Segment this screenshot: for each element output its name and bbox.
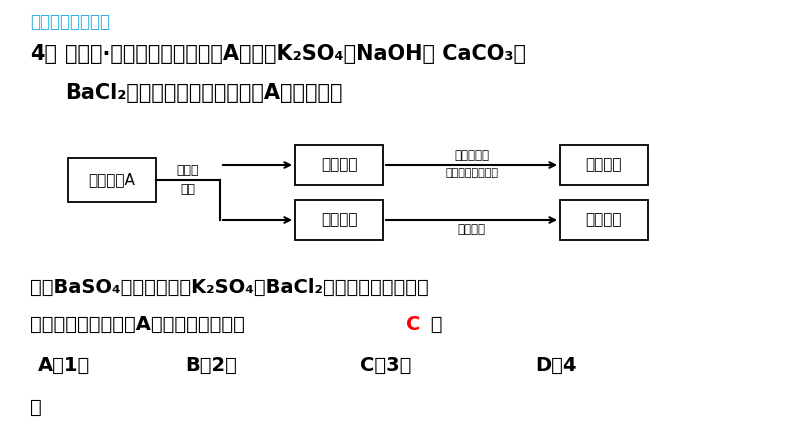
Text: D．4: D．4 (535, 356, 576, 375)
FancyBboxPatch shape (295, 200, 383, 240)
Text: C: C (406, 315, 420, 334)
Text: BaCl₂中的一种或几种，取少量A进行实验。: BaCl₂中的一种或几种，取少量A进行实验。 (65, 83, 342, 103)
Text: 期末高频考点专训: 期末高频考点专训 (30, 13, 110, 31)
Text: 白色沉淀: 白色沉淀 (321, 157, 357, 173)
Text: 红色溶液: 红色溶液 (586, 212, 622, 228)
Text: 4．: 4． (30, 44, 57, 64)
Text: 足量稀盐酸: 足量稀盐酸 (454, 149, 489, 162)
FancyBboxPatch shape (560, 145, 648, 185)
Text: 据此实验可知，固体A中的物质最多有（: 据此实验可知，固体A中的物质最多有（ (30, 315, 252, 334)
Text: 白色固体A: 白色固体A (89, 173, 136, 187)
Text: （沉淀完全溶解）: （沉淀完全溶解） (445, 168, 498, 178)
Text: 酚酞溶液: 酚酞溶液 (457, 223, 485, 236)
FancyBboxPatch shape (68, 158, 156, 202)
Text: 种: 种 (30, 398, 42, 417)
Text: C．3种: C．3种 (360, 356, 411, 375)
FancyBboxPatch shape (560, 200, 648, 240)
Text: 无色溶液: 无色溶液 (321, 212, 357, 228)
Text: 足量水: 足量水 (177, 164, 199, 177)
Text: 无色溶液: 无色溶液 (586, 157, 622, 173)
Text: ）: ） (424, 315, 442, 334)
Text: B．2种: B．2种 (185, 356, 237, 375)
Text: 注：BaSO₄难溶于盐酸；K₂SO₄、BaCl₂的水溶液均呈中性。: 注：BaSO₄难溶于盐酸；K₂SO₄、BaCl₂的水溶液均呈中性。 (30, 278, 429, 297)
FancyBboxPatch shape (295, 145, 383, 185)
Text: 【中考·连云港】某白色固体A，含有K₂SO₄、NaOH、 CaCO₃、: 【中考·连云港】某白色固体A，含有K₂SO₄、NaOH、 CaCO₃、 (65, 44, 526, 64)
Text: A．1种: A．1种 (38, 356, 91, 375)
Text: 过滤: 过滤 (180, 183, 195, 196)
